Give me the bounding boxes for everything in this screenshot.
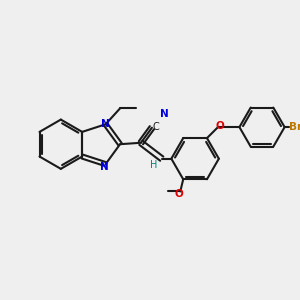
Text: N: N	[160, 110, 169, 119]
Text: O: O	[215, 121, 224, 131]
Text: Br: Br	[289, 122, 300, 132]
Text: N: N	[100, 162, 109, 172]
Text: C: C	[152, 122, 159, 131]
Text: N: N	[101, 119, 110, 129]
Text: H: H	[150, 160, 157, 170]
Text: O: O	[175, 189, 183, 199]
